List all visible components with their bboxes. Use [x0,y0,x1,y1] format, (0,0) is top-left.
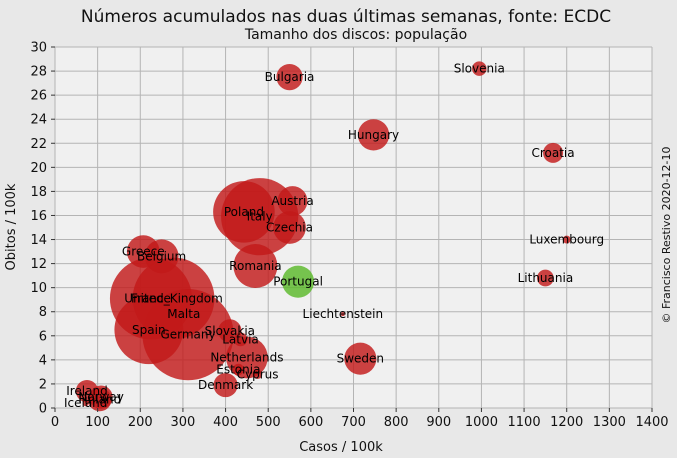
bubble-hungary [357,119,390,151]
x-tick-label: 0 [51,415,59,430]
point-label-denmark: Denmark [198,378,253,392]
point-label-sweden: Sweden [337,352,384,366]
x-tick-label: 700 [341,415,366,430]
point-label-bulgaria: Bulgaria [265,70,315,84]
x-tick-label: 400 [213,415,238,430]
point-label-france: France [131,291,171,305]
x-tick-label: 1200 [550,415,583,430]
y-tick-label: 14 [30,233,47,248]
point-label-malta: Malta [167,307,200,321]
bubble-luxembourg [562,235,571,244]
x-tick-label: 300 [171,415,196,430]
point-label-croatia: Croatia [531,146,574,160]
bubble-slovenia [472,61,487,76]
credit-text: © Francisco Restivo 2020-12-10 [660,146,673,323]
point-label-luxembourg: Luxembourg [529,233,604,247]
point-label-slovakia: Slovakia [205,324,255,338]
bubble-spain [114,295,184,365]
y-tick-label: 8 [39,305,47,320]
y-tick-label: 2 [39,377,47,392]
point-label-finland: Finland [78,393,121,407]
x-tick-label: 200 [128,415,153,430]
y-tick-label: 20 [30,161,47,176]
point-label-austria: Austria [271,194,313,208]
chart-title: Números acumulados nas duas últimas sema… [81,7,611,27]
y-axis-label: Obitos / 100k [4,183,19,270]
grid-lines [54,46,653,409]
point-label-slovenia: Slovenia [454,62,505,76]
bubble-greece [126,235,160,268]
point-label-cyprus: Cyprus [237,367,279,381]
y-tick-label: 28 [30,65,47,80]
y-tick-label: 24 [30,113,47,128]
point-label-liechtenstein: Liechtenstein [303,307,384,321]
y-tick-label: 30 [30,41,47,56]
bubble-denmark [213,373,238,398]
bubble-cyprus [252,369,263,380]
bubble-poland [213,181,275,243]
x-tick-label: 100 [85,415,110,430]
bubble-ireland [75,379,99,403]
bubble-sweden [344,342,377,375]
y-tick-label: 12 [30,257,47,272]
bubble-portugal [282,265,315,298]
point-label-czechia: Czechia [266,221,313,235]
point-label-greece: Greece [122,245,165,259]
bubble-latvia [233,332,248,347]
bubble-malta [180,310,188,318]
y-tick-label: 4 [39,353,47,368]
x-tick-label: 600 [298,415,323,430]
y-tick-label: 6 [39,329,47,344]
point-label-belgium: Belgium [137,249,186,263]
bubble-liechtenstein [340,312,345,317]
x-tick-label: 800 [384,415,409,430]
point-label-lithuania: Lithuania [518,271,574,285]
y-tick-label: 10 [30,281,47,296]
point-label-latvia: Latvia [222,332,259,346]
x-tick-label: 1300 [593,415,626,430]
point-label-spain: Spain [132,323,166,337]
point-label-romania: Romania [229,259,281,273]
point-label-germany: Germany [160,328,215,342]
point-label-netherlands: Netherlands [210,350,283,364]
y-tick-label: 18 [30,185,47,200]
y-tick-label: 0 [39,402,47,417]
bubble-romania [233,244,278,288]
point-label-poland: Poland [224,205,264,219]
x-tick-label: 1000 [465,415,498,430]
point-label-norway: Norway [78,390,124,404]
x-tick-label: 1400 [635,415,668,430]
y-tick-label: 26 [30,89,47,104]
x-tick-label: 500 [256,415,281,430]
bubble-estonia [232,363,245,376]
x-tick-label: 900 [426,415,451,430]
y-tick-label: 16 [30,209,47,224]
bubble-austria [277,186,308,216]
point-label-united_kingdom: United_Kingdom [124,291,223,305]
bubble-lithuania [537,269,554,287]
point-label-ireland: Ireland [66,384,108,398]
point-label-estonia: Estonia [216,362,260,376]
chart-subtitle: Tamanho dos discos: população [244,27,467,43]
bubble-croatia [543,142,564,163]
bubble-czechia [273,211,306,244]
point-label-italy: Italy [247,210,273,224]
point-label-iceland: Iceland [64,396,107,410]
x-axis-ticks: 0 100 200 300 400 500 600 700 800 900 1000 1100 1200… [51,408,669,430]
x-tick-label: 1100 [508,415,541,430]
point-label-hungary: Hungary [348,128,399,142]
bubble-iceland [82,400,89,407]
point-label-portugal: Portugal [273,275,323,289]
bubble-bulgaria [276,63,303,91]
x-axis-label: Casos / 100k [299,440,383,455]
bubbles [75,61,571,412]
y-tick-label: 22 [30,137,47,152]
